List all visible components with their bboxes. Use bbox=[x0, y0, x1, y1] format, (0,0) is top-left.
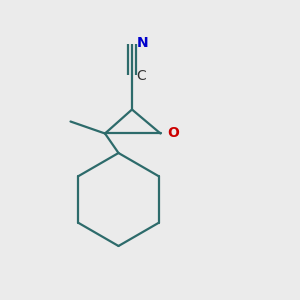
Text: N: N bbox=[136, 36, 148, 50]
Text: C: C bbox=[136, 70, 146, 83]
Text: O: O bbox=[167, 127, 179, 140]
